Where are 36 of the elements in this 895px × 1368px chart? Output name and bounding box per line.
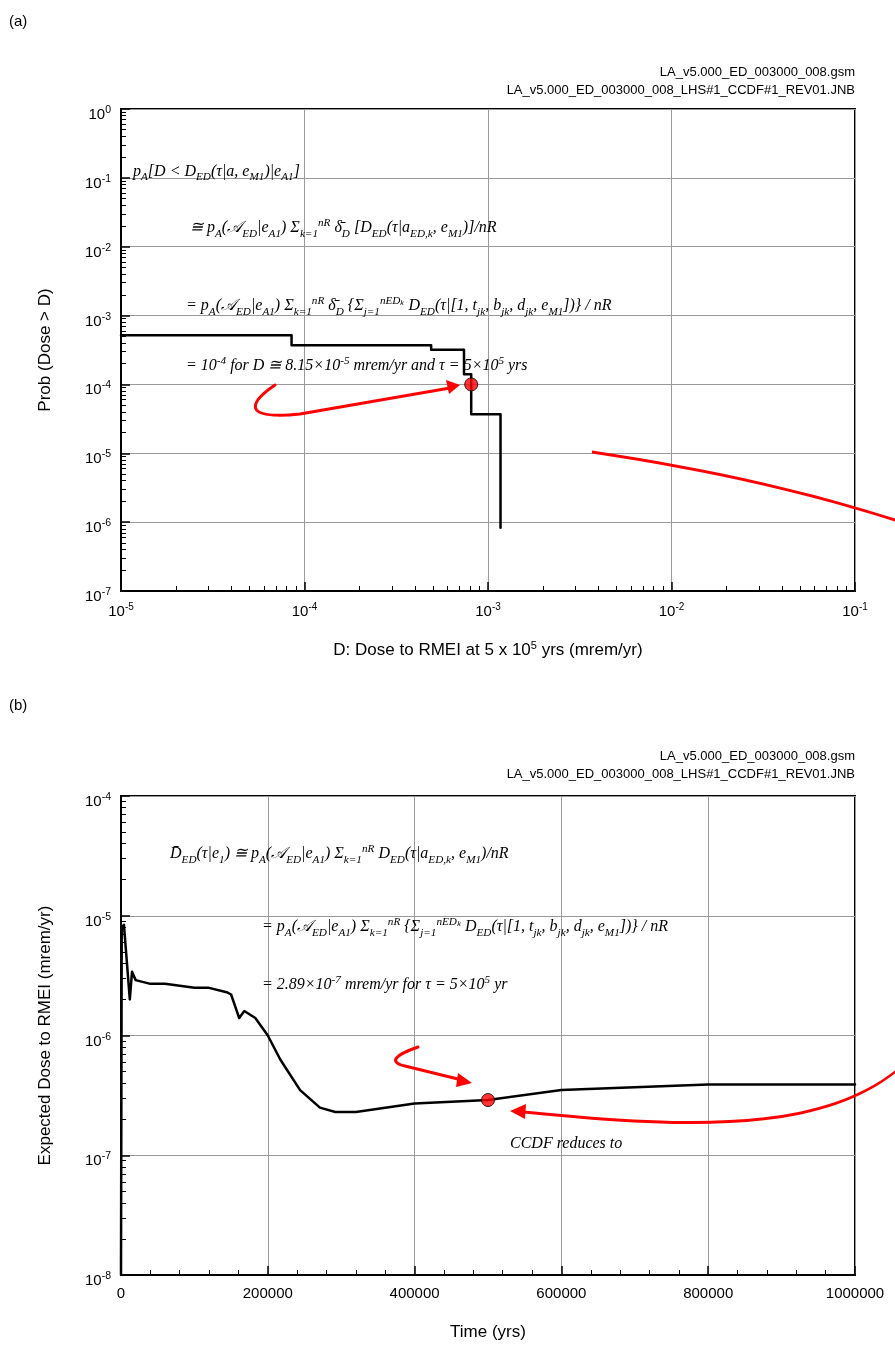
text: LA_v5.000_ED_003000_008_LHS#1_CCDF#1_REV01.JNB	[506, 766, 855, 781]
chart-title: (a)	[9, 12, 28, 29]
y-tick-label: 10$^{-3}$	[84, 309, 111, 329]
y-tick-label: 10$^{-1}$	[83, 170, 111, 192]
x-tick-label: 200000	[242, 1284, 293, 1301]
x-tick-label: 800000	[683, 1284, 734, 1301]
x-tick-label: 600000	[536, 1284, 587, 1301]
text: LA_v5.000_ED_003000_008.gsm	[659, 748, 855, 763]
text: LA_v5.000_ED_003000_008.gsm	[659, 64, 855, 79]
y-tick-label: 10$^{-5}$	[84, 909, 111, 929]
y-tick-label: 10$^{0}$	[87, 102, 111, 123]
y-tick-label: 10$^{-2}$	[83, 239, 111, 261]
y-axis-title: Prob (Dose > D)	[35, 288, 54, 412]
y-tick-label: 10$^{-4}$	[84, 378, 111, 398]
y-axis-title: Expected Dose to RMEI (mrem/yr)	[35, 905, 54, 1166]
y-tick-label: 10$^{-6}$	[83, 515, 111, 537]
text: LA_v5.000_ED_003000_008_LHS#1_CCDF#1_REV01.JNB	[506, 82, 855, 97]
y-tick-label: 10$^{-5}$	[83, 446, 111, 468]
y-tick-label: 10$^{-7}$	[84, 585, 111, 604]
annotation: CCDF reduces to	[510, 1134, 623, 1152]
x-tick-label: 1000000	[825, 1284, 885, 1301]
y-tick-label: 10$^{-6}$	[84, 1029, 111, 1049]
annotation: = 10$^{-4}$ for D ≅ 8.15×10$^{-5}$ mrem/yr and τ = 5×10$^{5}$ yrs	[186, 354, 528, 375]
x-axis-title: Time (yrs)	[450, 1322, 526, 1341]
text: = p$_{A}$(𝒜$_{ED}$|e$_{A1}$) Σ$_{k=1}$$^{nR}$ δ̄$_{D}$ {Σ$_{j=1}$$^{nEDₖ}$ D$_{ED}$(τ|[1, t$_{jk}$, b$_{jk}$, d$_{jk}$, e$_{M1}$])} / nR	[186, 294, 612, 317]
y-tick-label: 10$^{-8}$	[83, 1268, 111, 1289]
text: ≅ p$_{A}$(𝒜$_{ED}$|e$_{A1}$) Σ$_{k=1}$$^{nR}$ δ̄$_{D}$ [D$_{ED}$(τ|a$_{ED,k}$, e$_{M1}$)]/nR	[190, 216, 497, 239]
text: = p$_{A}$(𝒜$_{ED}$|e$_{A1}$) Σ$_{k=1}$$^{nR}$ {Σ$_{j=1}$$^{nEDₖ}$ D$_{ED}$(τ|[1, t$_{jk}$, b$_{jk}$, d$_{jk}$, e$_{M1}$])} / nR	[262, 915, 668, 938]
y-tick-label: 10$^{-4}$	[83, 789, 111, 810]
x-tick-label: 400000	[389, 1284, 440, 1301]
chart-title: (b)	[9, 696, 28, 713]
x-tick-label: 0	[116, 1284, 126, 1301]
text: D̄$_{ED}$(τ|e$_{1}$) ≅ p$_{A}$(𝒜$_{ED}$|e$_{A1}$) Σ$_{k=1}$$^{nR}$ D$_{ED}$(τ|a$_{ED,k}$, e$_{M1}$)/nR	[170, 842, 509, 865]
annotation: = 2.89×10$^{-7}$ mrem/yr for τ = 5×10$^{5}$ yr	[262, 973, 508, 994]
y-tick-label: 10$^{-7}$	[84, 1149, 111, 1169]
text: p$_{A}$[D < D$_{ED}$(τ|a, e$_{M1}$)|e$_{A1}$]	[133, 162, 300, 183]
